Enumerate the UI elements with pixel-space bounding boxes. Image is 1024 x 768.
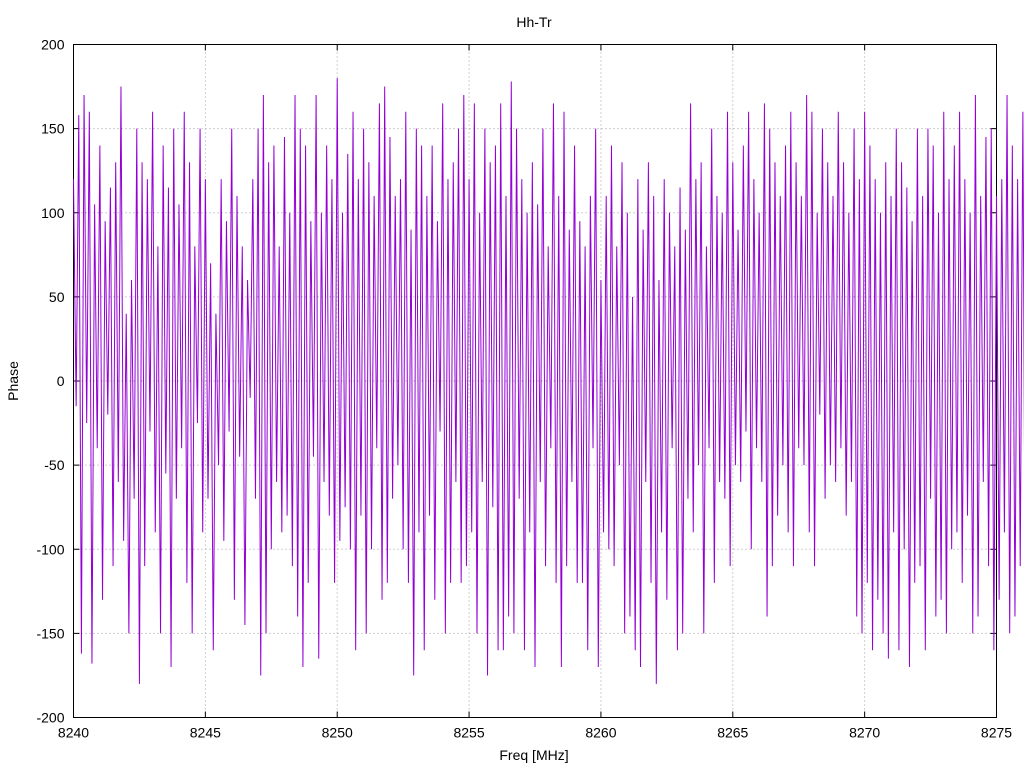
x-tick-label: 8240	[58, 725, 89, 741]
phase-series-line	[73, 78, 1024, 684]
x-tick-label: 8245	[190, 725, 221, 741]
y-tick-label: 50	[49, 289, 65, 305]
y-tick-label: 0	[57, 373, 65, 389]
x-tick-label: 8265	[717, 725, 748, 741]
x-tick-label: 8270	[849, 725, 880, 741]
y-tick-label: 150	[41, 121, 65, 137]
y-tick-label: -100	[36, 541, 64, 557]
y-tick-label: 100	[41, 205, 65, 221]
x-tick-label: 8275	[981, 725, 1012, 741]
y-tick-label: 200	[41, 37, 65, 53]
x-axis-title: Freq [MHz]	[499, 747, 568, 763]
chart-title: Hh-Tr	[516, 14, 552, 30]
x-tick-label: 8250	[322, 725, 353, 741]
series-layer	[73, 78, 1024, 684]
x-tick-label: 8260	[585, 725, 616, 741]
y-tick-label: -150	[36, 625, 64, 641]
x-tick-label: 8255	[453, 725, 484, 741]
y-tick-label: -50	[44, 457, 64, 473]
y-tick-label: -200	[36, 710, 64, 726]
y-axis-title: Phase	[5, 361, 21, 401]
axis-ticks: 8240 8245 8250 8255 8260 8265 8270 8275 -200 -150…	[36, 37, 1012, 741]
